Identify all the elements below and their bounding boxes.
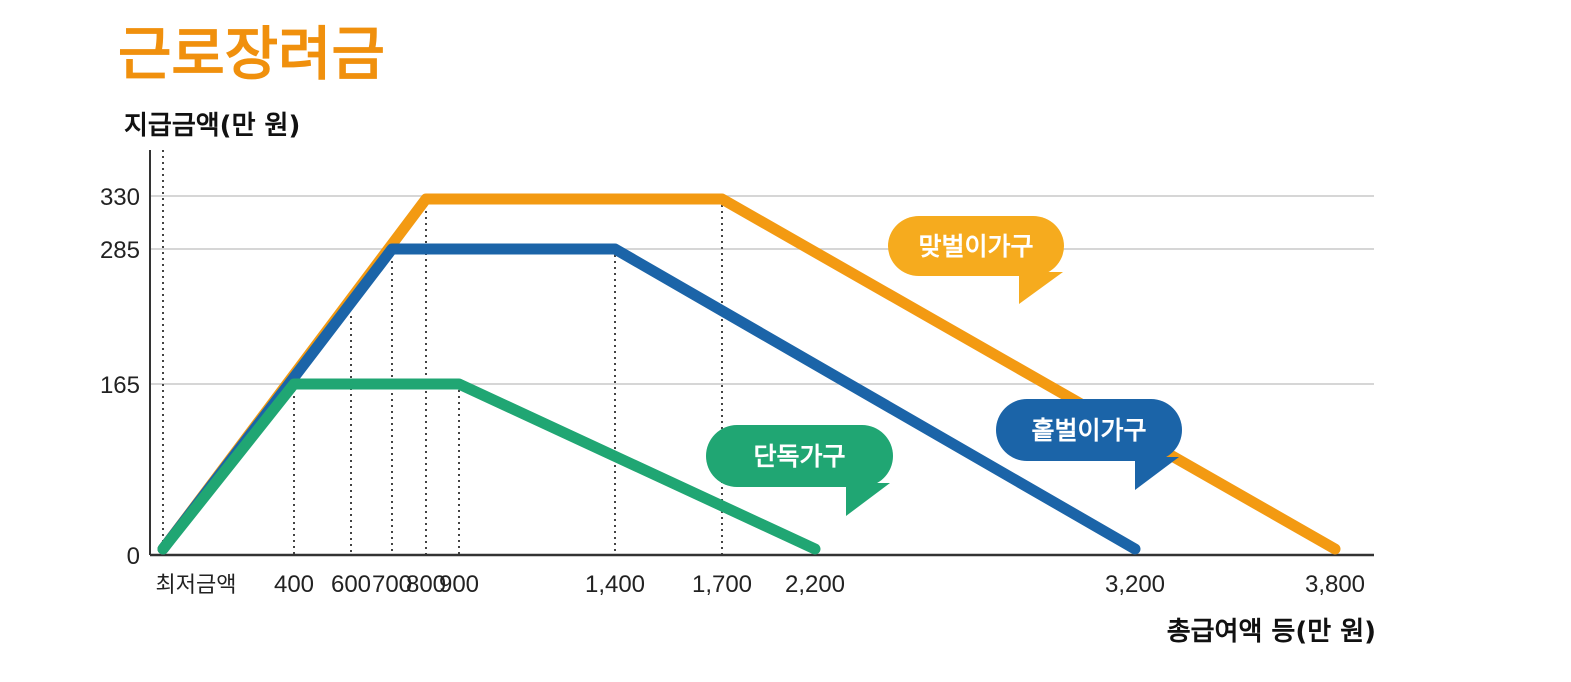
- legend-label-1: 홑벌이가구: [1031, 416, 1146, 445]
- x-tick-2: 600: [331, 571, 371, 598]
- legend-bubble-body-2: [706, 425, 893, 487]
- legend-bubble-tail-1: [1135, 457, 1179, 490]
- x-tick-9: 3,200: [1105, 571, 1165, 598]
- x-tick-8: 2,200: [785, 571, 845, 598]
- x-tick-5: 900: [439, 571, 479, 598]
- x-axis-label: 총급여액 등(만 원): [1167, 617, 1376, 647]
- legend-bubble-2: 단독가구: [706, 425, 893, 516]
- legend-bubble-body-0: [888, 216, 1064, 276]
- y-tick-165: 165: [100, 372, 140, 399]
- chart-title: 근로장려금: [118, 20, 385, 88]
- series-line-1: [157, 243, 1141, 555]
- x-tick-1: 400: [274, 571, 314, 598]
- y-tick-330: 330: [100, 184, 140, 211]
- x-tick-10: 3,800: [1305, 571, 1365, 598]
- y-tick-labels: 0 165 285 330: [100, 184, 140, 570]
- series-lines: [157, 193, 1341, 555]
- legend-bubble-body-1: [996, 399, 1182, 461]
- series-line-0: [157, 193, 1341, 555]
- y-axis-label: 지급금액(만 원): [124, 111, 300, 141]
- legend-bubble-0: 맞벌이가구: [888, 216, 1064, 304]
- axes: [149, 150, 1374, 557]
- x-tick-4: 800: [406, 571, 446, 598]
- legend-bubble-1: 홑벌이가구: [996, 399, 1182, 490]
- x-tick-6: 1,400: [585, 571, 645, 598]
- y-tick-285: 285: [100, 237, 140, 264]
- series-line-2: [157, 378, 821, 555]
- legend-bubble-tail-0: [1019, 272, 1063, 304]
- vertical-guides: [162, 150, 723, 555]
- legend-label-2: 단독가구: [753, 442, 845, 471]
- legend-bubble-tail-2: [846, 483, 890, 516]
- legend-label-0: 맞벌이가구: [918, 232, 1033, 261]
- y-tick-0: 0: [127, 543, 140, 570]
- x-tick-3: 700: [372, 571, 412, 598]
- x-tick-7: 1,700: [692, 571, 752, 598]
- x-tick-0: 최저금액: [156, 573, 237, 598]
